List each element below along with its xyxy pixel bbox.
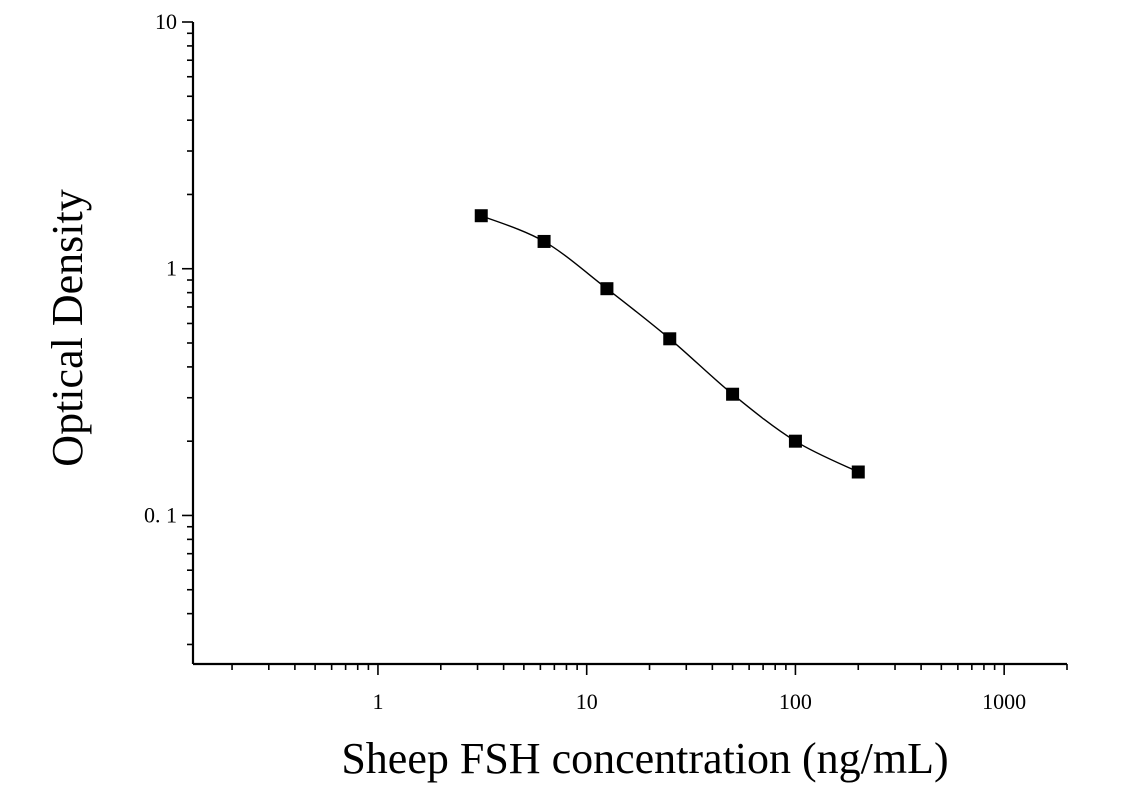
x-tick-label: 10 (576, 689, 598, 714)
y-tick-label: 1 (166, 256, 177, 281)
x-axis-title: Sheep FSH concentration (ng/mL) (341, 734, 948, 783)
y-axis-title: Optical Density (43, 189, 92, 466)
ticks (182, 21, 1068, 675)
tick-labels: 1 10 100 1000 10 1 0. 1 (144, 9, 1026, 714)
axes (191, 22, 1067, 666)
y-tick-label: 10 (155, 9, 177, 34)
data-markers (474, 209, 865, 479)
y-tick-label: 0. 1 (144, 502, 177, 527)
x-tick-label: 1000 (982, 689, 1026, 714)
data-point (663, 332, 677, 346)
x-tick-label: 1 (372, 689, 383, 714)
data-point (851, 465, 865, 479)
data-point (474, 209, 488, 223)
data-point (600, 282, 614, 296)
data-point (537, 234, 551, 248)
data-point (726, 387, 740, 401)
data-point (788, 434, 802, 448)
x-tick-label: 100 (779, 689, 812, 714)
